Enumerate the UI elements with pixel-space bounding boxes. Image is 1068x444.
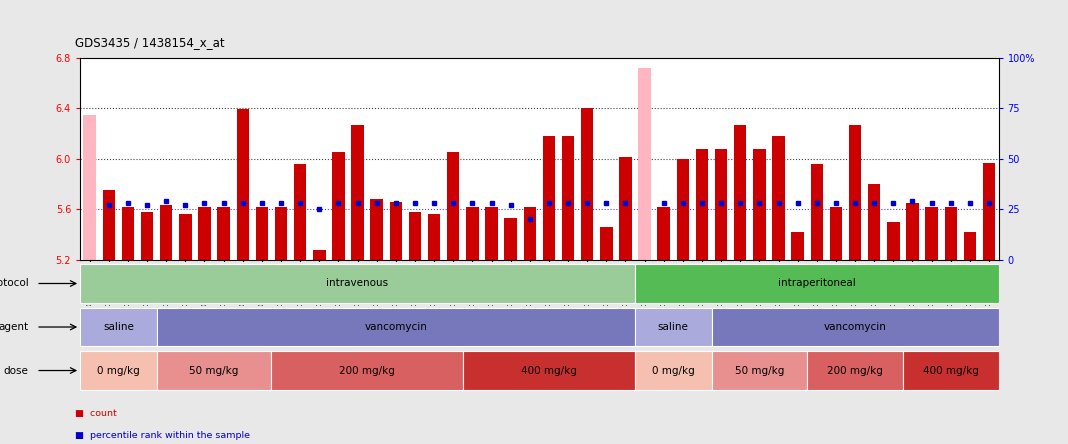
Bar [639,68,650,260]
Bar [658,207,670,260]
Bar [157,351,271,390]
Bar [791,232,804,260]
Text: 200 mg/kg: 200 mg/kg [340,365,395,376]
Bar [255,207,268,260]
Text: ■  count: ■ count [75,409,116,418]
Bar [485,207,498,260]
Bar [944,207,957,260]
Text: intraperitoneal: intraperitoneal [778,278,855,289]
Bar [695,149,708,260]
Bar [141,212,154,260]
Bar [523,207,536,260]
Bar [635,351,711,390]
Bar [963,232,976,260]
Text: 400 mg/kg: 400 mg/kg [923,365,978,376]
Bar [462,351,635,390]
Text: 0 mg/kg: 0 mg/kg [651,365,694,376]
Bar [902,351,999,390]
Text: intravenous: intravenous [327,278,389,289]
Bar [888,222,899,260]
Bar [157,308,635,346]
Bar [80,264,635,303]
Text: saline: saline [103,322,134,332]
Bar [80,308,157,346]
Bar [907,203,918,260]
Bar [236,110,249,260]
Bar [807,351,902,390]
Bar [103,190,115,260]
Bar [600,227,613,260]
Bar [562,136,575,260]
Bar [504,218,517,260]
Bar [351,125,364,260]
Bar [83,115,96,260]
Text: 50 mg/kg: 50 mg/kg [735,365,784,376]
Bar [677,159,689,260]
Text: agent: agent [0,322,29,332]
Text: ■  percentile rank within the sample: ■ percentile rank within the sample [75,431,250,440]
Text: 400 mg/kg: 400 mg/kg [521,365,577,376]
Bar [466,207,478,260]
Text: GDS3435 / 1438154_x_at: GDS3435 / 1438154_x_at [75,36,224,49]
Bar [734,125,747,260]
Bar [160,206,172,260]
Bar [332,152,345,260]
Bar [122,207,135,260]
Bar [274,207,287,260]
Bar [543,136,555,260]
Bar [868,184,880,260]
Text: saline: saline [658,322,689,332]
Bar [772,136,785,260]
Bar [271,351,462,390]
Bar [199,207,210,260]
Text: vancomycin: vancomycin [823,322,886,332]
Bar [428,214,440,260]
Bar [811,164,823,260]
Bar [714,149,727,260]
Bar [581,108,594,260]
Bar [711,308,999,346]
Text: 50 mg/kg: 50 mg/kg [189,365,239,376]
Bar [371,199,383,260]
Bar [635,264,999,303]
Bar [925,207,938,260]
Bar [294,164,307,260]
Bar [313,250,326,260]
Bar [179,214,191,260]
Bar [830,207,843,260]
Text: vancomycin: vancomycin [364,322,427,332]
Bar [80,351,157,390]
Bar [409,212,421,260]
Bar [390,202,402,260]
Text: protocol: protocol [0,278,29,289]
Text: 200 mg/kg: 200 mg/kg [827,365,883,376]
Bar [711,351,807,390]
Bar [218,207,230,260]
Bar [447,152,459,260]
Bar [983,163,995,260]
Bar [635,308,711,346]
Bar [619,158,631,260]
Text: 0 mg/kg: 0 mg/kg [97,365,140,376]
Bar [849,125,861,260]
Text: dose: dose [3,365,29,376]
Bar [753,149,766,260]
